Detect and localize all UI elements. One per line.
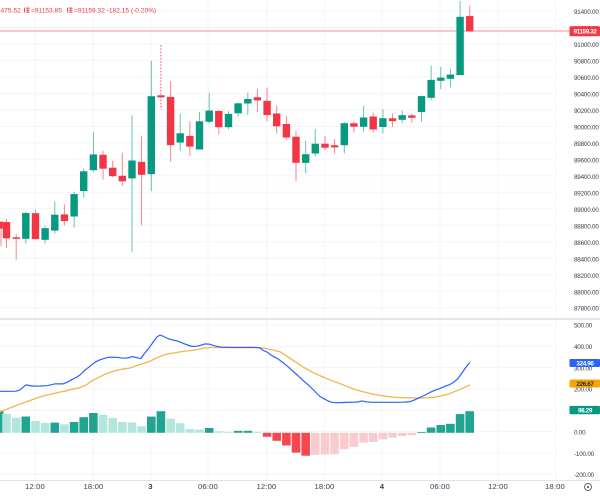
svg-text:90800.00: 90800.00: [574, 59, 599, 66]
svg-text:90200.00: 90200.00: [574, 108, 599, 115]
svg-text:=91153.85: =91153.85: [31, 8, 62, 15]
svg-text:87800.00: 87800.00: [574, 306, 599, 313]
svg-text:=91159.32 -182.15 (-0.20%): =91159.32 -182.15 (-0.20%): [74, 8, 156, 15]
svg-text:91000.00: 91000.00: [574, 42, 599, 49]
svg-text:89800.00: 89800.00: [574, 141, 599, 148]
svg-text:98.29: 98.29: [578, 408, 593, 415]
svg-text:3: 3: [148, 482, 152, 491]
svg-text:18:00: 18:00: [315, 482, 335, 491]
svg-text:91400.00: 91400.00: [574, 9, 599, 16]
svg-text:90600.00: 90600.00: [574, 75, 599, 82]
svg-text:12:00: 12:00: [25, 482, 45, 491]
svg-text:12:00: 12:00: [488, 482, 508, 491]
svg-text:90400.00: 90400.00: [574, 92, 599, 99]
svg-text:12:00: 12:00: [257, 482, 277, 491]
svg-text:18:00: 18:00: [545, 482, 565, 491]
svg-text:88000.00: 88000.00: [574, 289, 599, 296]
svg-text:89400.00: 89400.00: [574, 174, 599, 181]
svg-text:88600.00: 88600.00: [574, 240, 599, 247]
svg-text:324.96: 324.96: [576, 361, 594, 368]
svg-text:400.00: 400.00: [574, 344, 593, 351]
svg-text:89200.00: 89200.00: [574, 190, 599, 197]
svg-text:-100.00: -100.00: [574, 451, 595, 458]
svg-text:-200.00: -200.00: [574, 472, 595, 479]
svg-text:91159.32: 91159.32: [573, 29, 597, 36]
svg-text:4: 4: [380, 482, 385, 491]
svg-text:90000.00: 90000.00: [574, 125, 599, 132]
svg-text:88800.00: 88800.00: [574, 223, 599, 230]
svg-text:89000.00: 89000.00: [574, 207, 599, 214]
svg-text:500.00: 500.00: [574, 323, 593, 330]
svg-text:18:00: 18:00: [84, 482, 104, 491]
svg-text:0.00: 0.00: [574, 429, 586, 436]
svg-text:226.67: 226.67: [576, 381, 594, 388]
svg-text:06:00: 06:00: [430, 482, 450, 491]
svg-text:88400.00: 88400.00: [574, 256, 599, 263]
svg-text:89600.00: 89600.00: [574, 157, 599, 164]
svg-text:88200.00: 88200.00: [574, 273, 599, 280]
svg-text:475.52: 475.52: [1, 8, 22, 15]
svg-text:06:00: 06:00: [198, 482, 218, 491]
